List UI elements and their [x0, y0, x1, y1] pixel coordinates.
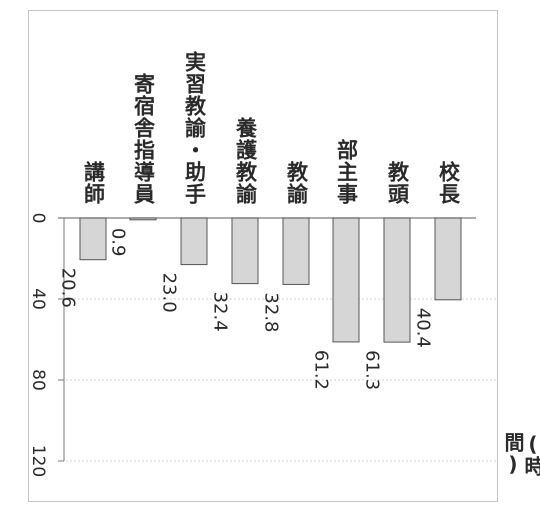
- data-label: 23.0: [159, 273, 180, 313]
- bar: [180, 217, 208, 266]
- bar: [129, 217, 157, 221]
- data-label: 40.4: [413, 308, 434, 348]
- unit-text: (時間): [501, 432, 540, 476]
- tick-label: 80: [28, 369, 48, 391]
- category-label: 部主事: [334, 139, 359, 205]
- category-label: 講師: [81, 161, 106, 205]
- bar: [383, 217, 411, 343]
- data-label: 32.8: [261, 292, 282, 332]
- category-label: 実習教諭・助手: [182, 51, 207, 205]
- category-label: 養護教諭: [233, 117, 258, 205]
- axis-unit-label: (時間): [501, 432, 540, 510]
- bar: [282, 217, 310, 285]
- tick-label: 0: [28, 213, 48, 224]
- bar: [332, 217, 360, 343]
- data-label: 61.2: [311, 350, 332, 390]
- data-label: 61.3: [362, 350, 383, 390]
- bar: [231, 217, 259, 285]
- data-label: 0.9: [108, 228, 129, 257]
- bar: [434, 217, 462, 301]
- category-label: 教諭: [284, 161, 309, 205]
- tick-label: 120: [28, 445, 48, 477]
- data-label: 20.6: [58, 268, 79, 308]
- tick-label: 40: [28, 288, 48, 310]
- category-label: 寄宿舎指導員: [131, 73, 156, 205]
- bar: [79, 217, 107, 261]
- category-label: 校長: [436, 161, 461, 205]
- category-label: 教頭: [385, 161, 410, 205]
- data-label: 32.4: [210, 292, 231, 332]
